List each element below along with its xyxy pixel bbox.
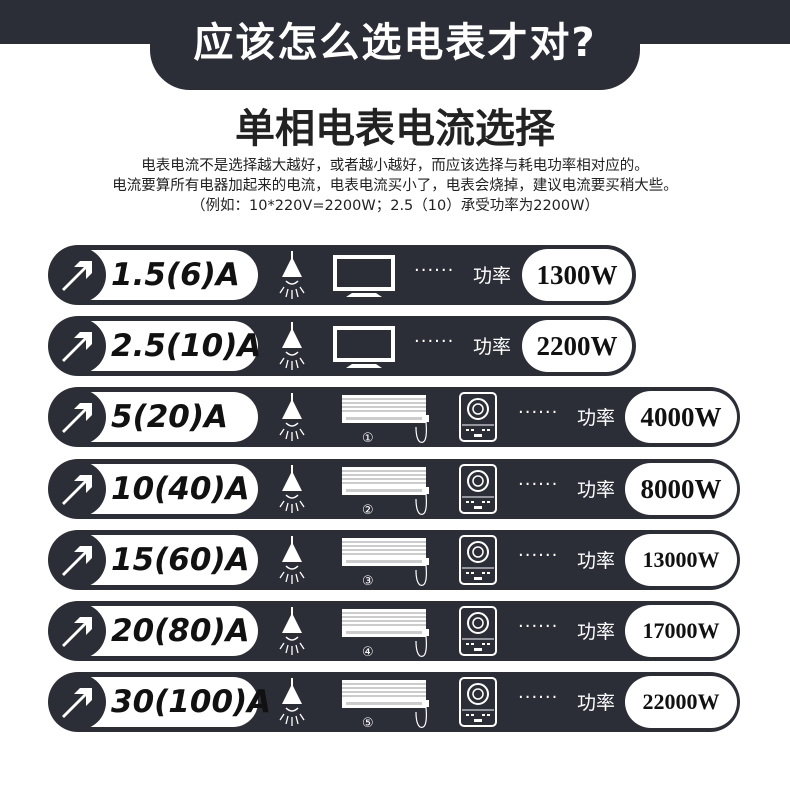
ac-count: ① xyxy=(362,431,374,446)
power-label: 功率 xyxy=(577,478,616,501)
arrow-icon xyxy=(50,674,106,731)
arrow-icon xyxy=(50,460,106,517)
bulb-icon xyxy=(274,459,310,523)
bulb-icon xyxy=(274,672,310,736)
arrow-icon xyxy=(50,603,106,659)
section-title: 单相电表电流选择 xyxy=(235,106,555,152)
power-label: 功率 xyxy=(577,692,616,715)
meter-row: 10(40)A ② ······ 功率 8000W xyxy=(48,458,740,519)
power-label: 功率 xyxy=(577,621,616,643)
ellipsis: ······ xyxy=(518,687,559,709)
ellipsis: ······ xyxy=(518,544,559,566)
ac-count: ② xyxy=(362,503,374,518)
induction-cooker-icon xyxy=(457,387,499,451)
bulb-icon xyxy=(274,601,310,665)
air-conditioner-icon: ② xyxy=(340,459,436,523)
power-label: 功率 xyxy=(577,549,616,572)
bulb-icon xyxy=(274,387,310,451)
power-value: 1300W xyxy=(522,249,632,301)
power-value: 8000W xyxy=(625,462,737,515)
description-line: （例如：10*220V=2200W；2.5（10）承受功率为2200W） xyxy=(191,198,599,214)
air-conditioner-icon: ③ xyxy=(340,530,436,594)
power-label: 功率 xyxy=(473,265,512,287)
meter-row: 15(60)A ③ ······ 功率 13000W xyxy=(48,529,740,590)
power-value: 13000W xyxy=(625,533,737,586)
induction-cooker-icon xyxy=(457,459,499,523)
power-value: 2200W xyxy=(522,320,632,373)
ac-count: ④ xyxy=(362,645,374,660)
induction-cooker-icon xyxy=(457,530,499,594)
description: 电表电流不是选择越大越好，或者越小越好，而应该选择与耗电功率相对应的。 电流要算… xyxy=(0,156,790,216)
arrow-icon xyxy=(50,247,106,303)
meter-row: 1.5(6)A ······ 功率 1300W xyxy=(48,245,636,305)
ellipsis: ······ xyxy=(518,473,559,495)
ac-count: ③ xyxy=(362,574,374,589)
ellipsis: ······ xyxy=(414,260,455,281)
arrow-icon xyxy=(50,389,106,446)
air-conditioner-icon: ④ xyxy=(340,601,436,665)
ellipsis: ······ xyxy=(518,616,559,637)
description-line: 电流要算所有电器加起来的电流，电表电流买小了，电表会烧掉，建议电流要买稍大些。 xyxy=(112,178,678,194)
bulb-icon xyxy=(274,316,310,380)
meter-row: 20(80)A ④ ······ 功率 17000W xyxy=(48,601,740,661)
power-label: 功率 xyxy=(473,336,512,359)
meter-row: 2.5(10)A ······ 功率 2200W xyxy=(48,316,636,377)
power-value: 22000W xyxy=(625,676,737,729)
air-conditioner-icon: ① xyxy=(340,387,436,451)
induction-cooker-icon xyxy=(457,672,499,736)
power-label: 功率 xyxy=(577,407,616,430)
description-line: 电表电流不是选择越大越好，或者越小越好，而应该选择与耗电功率相对应的。 xyxy=(141,158,649,174)
induction-cooker-icon xyxy=(457,601,499,665)
current-rating: 20(80)A xyxy=(55,606,258,656)
ellipsis: ······ xyxy=(414,331,455,353)
bulb-icon xyxy=(274,245,310,309)
ellipsis: ······ xyxy=(518,402,559,424)
bulb-icon xyxy=(274,530,310,594)
meter-row: 5(20)A ① ······ 功率 4000W xyxy=(48,387,740,448)
page-title: 应该怎么选电表才对? xyxy=(150,0,640,90)
tv-icon xyxy=(332,316,396,380)
arrow-icon xyxy=(50,531,106,588)
air-conditioner-icon: ⑤ xyxy=(340,672,436,736)
arrow-icon xyxy=(50,318,106,375)
meter-row: 30(100)A ⑤ ······ 功率 22000W xyxy=(48,672,740,733)
tv-icon xyxy=(332,245,396,309)
power-value: 17000W xyxy=(625,605,737,657)
power-value: 4000W xyxy=(625,391,737,444)
ac-count: ⑤ xyxy=(362,716,374,731)
